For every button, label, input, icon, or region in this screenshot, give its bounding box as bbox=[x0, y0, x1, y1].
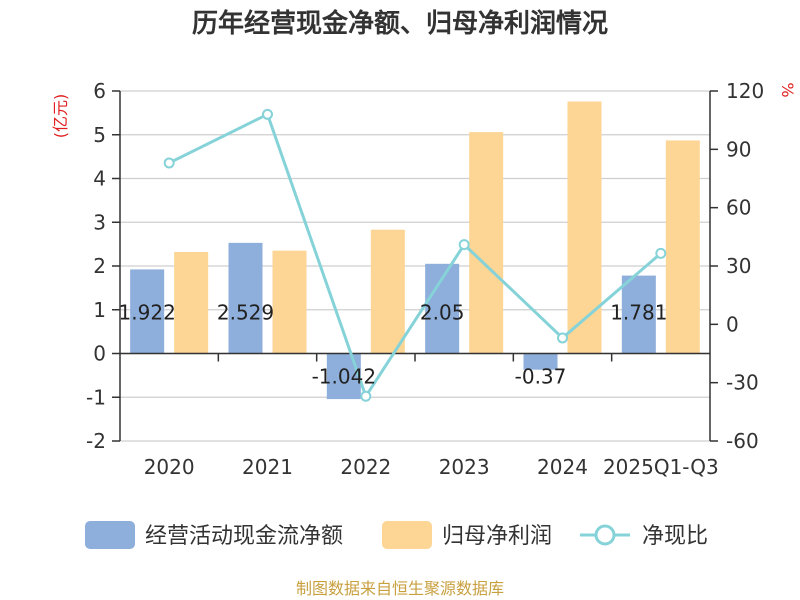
chart-title: 历年经营现金净额、归母净利润情况 bbox=[192, 8, 608, 39]
legend-label-ratio: 净现比 bbox=[642, 524, 708, 549]
x-tick-label: 2025Q1-Q3 bbox=[603, 455, 719, 479]
ratio-point-2021 bbox=[262, 108, 273, 120]
ratio-point-2020 bbox=[163, 157, 175, 169]
bar-profit-2023 bbox=[469, 132, 504, 354]
left-tick-label: 5 bbox=[93, 123, 106, 147]
right-tick-label: 120 bbox=[726, 79, 764, 103]
right-tick-label: 30 bbox=[726, 254, 751, 278]
left-tick-label: 1 bbox=[93, 298, 106, 322]
source-note: 制图数据来自恒生聚源数据库 bbox=[296, 579, 504, 598]
right-tick-label: -30 bbox=[726, 371, 759, 395]
ratio-point-2023 bbox=[458, 239, 470, 251]
right-axis-unit: % bbox=[778, 82, 797, 97]
left-tick-label: 3 bbox=[93, 210, 106, 234]
bar-cashflow-2020 bbox=[130, 269, 165, 354]
left-tick-label: 2 bbox=[93, 254, 106, 278]
left-tick-label: -2 bbox=[86, 429, 106, 453]
legend-swatch-profit bbox=[382, 521, 432, 549]
legend-label-cashflow: 经营活动现金流净额 bbox=[145, 524, 343, 549]
data-labels: 1.922 2.529 -1.042 2.05 -0.37 1.781 bbox=[119, 301, 668, 389]
bar-profit-2024 bbox=[567, 101, 602, 354]
right-tick-label: 90 bbox=[726, 137, 751, 161]
bar-profit-2021 bbox=[272, 250, 307, 354]
ratio-point-2024 bbox=[557, 332, 568, 344]
data-label-cashflow-2021: 2.529 bbox=[217, 301, 274, 325]
bar-cashflow-2025Q1-Q3 bbox=[621, 275, 656, 354]
legend-label-profit: 归母净利润 bbox=[442, 524, 552, 549]
legend-marker-ratio bbox=[594, 524, 616, 546]
ratio-line bbox=[163, 108, 667, 402]
legend-swatch-cashflow bbox=[85, 521, 135, 549]
left-tick-label: 0 bbox=[93, 342, 106, 366]
bar-cashflow-2022 bbox=[326, 353, 361, 400]
data-label-cashflow-2023: 2.05 bbox=[420, 301, 465, 325]
x-tick-label: 2023 bbox=[439, 455, 490, 479]
left-tick-label: 6 bbox=[93, 79, 106, 103]
bar-profit-2022 bbox=[370, 229, 405, 354]
bar-cashflow-2021 bbox=[228, 242, 263, 354]
bars bbox=[130, 101, 700, 400]
x-tick-label: 2020 bbox=[144, 455, 195, 479]
ratio-point-2022 bbox=[360, 390, 372, 402]
tick-labels: -2 -1 0 1 2 3 4 5 6 -60 -30 0 30 60 90 120 2020 2021 2022 2… bbox=[86, 79, 764, 479]
ratio-point-2025Q1-Q3 bbox=[655, 247, 667, 259]
data-label-cashflow-2024: -0.37 bbox=[515, 365, 567, 389]
bar-profit-2025Q1-Q3 bbox=[665, 140, 700, 354]
x-tick-label: 2024 bbox=[537, 455, 588, 479]
data-label-cashflow-2020: 1.922 bbox=[119, 301, 176, 325]
right-tick-label: 60 bbox=[726, 196, 751, 220]
left-tick-label: -1 bbox=[86, 385, 106, 409]
axes bbox=[112, 90, 718, 442]
x-tick-label: 2022 bbox=[340, 455, 391, 479]
x-tick-label: 2021 bbox=[242, 455, 293, 479]
ratio-line-path bbox=[168, 112, 662, 400]
left-tick-label: 4 bbox=[93, 167, 106, 191]
data-label-cashflow-2022: -1.042 bbox=[312, 365, 376, 389]
data-label-cashflow-2025Q1-Q3: 1.781 bbox=[610, 301, 667, 325]
bar-cashflow-2024 bbox=[523, 353, 558, 370]
left-axis-unit: (亿元) bbox=[51, 94, 70, 139]
bar-profit-2020 bbox=[174, 252, 209, 354]
right-tick-label: 0 bbox=[726, 312, 739, 336]
right-tick-label: -60 bbox=[726, 429, 759, 453]
legend: 经营活动现金流净额 归母净利润 净现比 bbox=[85, 521, 708, 549]
